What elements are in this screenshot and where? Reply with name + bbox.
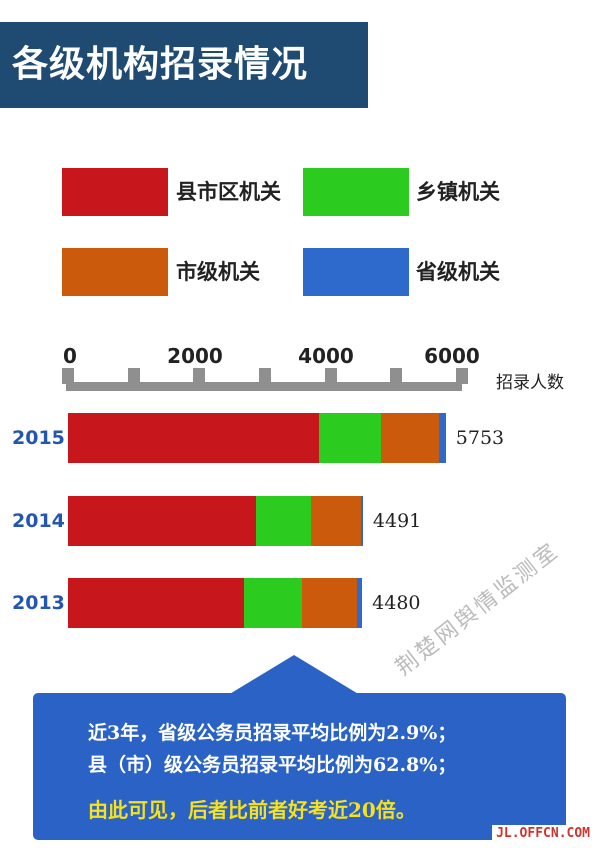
- callout-conclusion: 由此可见，后者比前者好考近20倍。: [88, 798, 416, 822]
- callout-line-2: 县（市）级公务员招录平均比例为62.8%；: [88, 754, 457, 776]
- bar-segment-2013-2: [302, 578, 357, 628]
- legend-swatch-province: [303, 248, 409, 296]
- legend-label-town: 乡镇机关: [416, 179, 500, 204]
- x-tick-label: 6000: [424, 344, 480, 368]
- legend-swatch-town: [303, 168, 409, 216]
- site-watermark: JL.OFFCN.COM: [492, 825, 594, 842]
- x-axis-line: [66, 382, 462, 391]
- x-tick-label: 2000: [167, 344, 223, 368]
- callout-line-1: 近3年，省级公务员招录平均比例为2.9%；: [88, 722, 457, 744]
- bar-segment-2015-1: [318, 413, 381, 463]
- x-tick-label: 0: [63, 344, 77, 368]
- bar-segment-2014-0: [68, 496, 257, 546]
- x-axis-tick: [259, 368, 271, 384]
- bar-segment-2014-3: [361, 496, 363, 546]
- bar-segment-2013-3: [356, 578, 363, 628]
- bar-segment-2013-0: [68, 578, 244, 628]
- bar-segment-2013-1: [243, 578, 303, 628]
- bar-segment-2014-1: [256, 496, 312, 546]
- legend-label-province: 省级机关: [416, 259, 500, 284]
- bar-segment-2015-0: [68, 413, 319, 463]
- x-axis-label: 招录人数: [496, 373, 564, 393]
- callout-box: [33, 693, 566, 840]
- callout-pointer: [228, 655, 360, 695]
- bar-total-label: 4480: [372, 592, 421, 614]
- legend-label-city: 市级机关: [176, 259, 260, 284]
- x-axis-tick: [456, 368, 468, 384]
- bar-total-label: 5753: [455, 427, 505, 449]
- x-axis-tick: [193, 368, 206, 384]
- legend-swatch-county: [62, 168, 168, 216]
- bar-segment-2015-3: [439, 413, 446, 463]
- x-axis-tick: [324, 368, 337, 384]
- x-axis-tick: [62, 368, 74, 384]
- page-title: 各级机构招录情况: [0, 22, 368, 108]
- bar-total-label: 4491: [372, 510, 422, 532]
- x-axis-tick: [127, 368, 140, 384]
- legend-swatch-city: [62, 248, 168, 296]
- legend-label-county: 县市区机关: [176, 179, 281, 204]
- y-category-label: 2015: [12, 427, 65, 449]
- x-axis-tick: [390, 368, 403, 384]
- bar-segment-2014-2: [311, 496, 362, 546]
- y-category-label: 2014: [12, 510, 65, 532]
- bar-segment-2015-2: [380, 413, 440, 463]
- x-tick-label: 4000: [298, 344, 354, 368]
- y-category-label: 2013: [12, 592, 65, 614]
